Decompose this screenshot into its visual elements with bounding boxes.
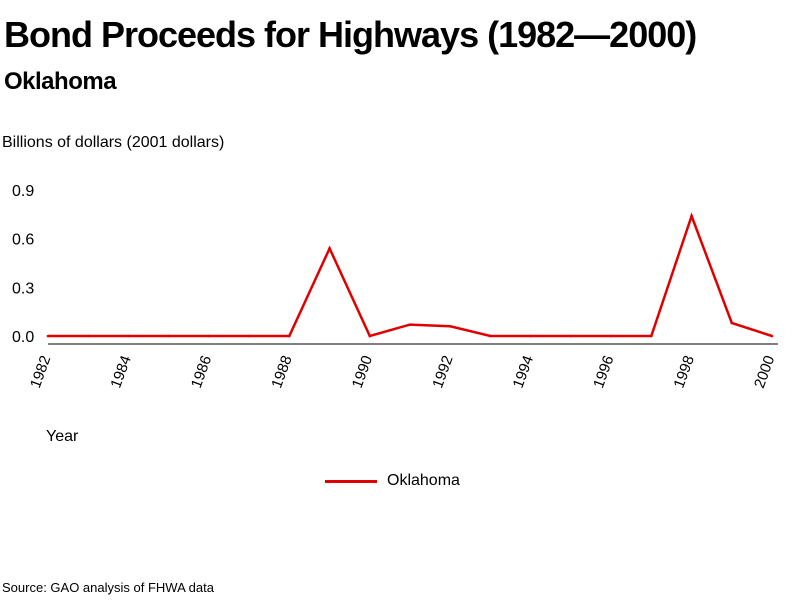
y-tick-label-0-9: 0.9: [12, 183, 34, 200]
x-tick-label-1986: 1986: [188, 353, 215, 390]
x-axis-title: Year: [46, 428, 79, 445]
y-tick-label-0-3: 0.3: [12, 280, 34, 297]
data-point-oklahoma-1985: [167, 334, 170, 338]
chart-subtitle: Oklahoma: [4, 68, 117, 95]
data-point-oklahoma-1999: [730, 321, 734, 325]
x-tick-label-1982: 1982: [27, 353, 54, 390]
data-point-oklahoma-1984: [127, 334, 130, 338]
series-line-oklahoma: [48, 212, 773, 338]
legend-swatch-oklahoma: [325, 479, 377, 483]
data-point-oklahoma-1990: [368, 334, 372, 338]
data-point-oklahoma-1994: [529, 334, 532, 338]
x-tick-label-1992: 1992: [429, 353, 456, 390]
x-tick-label-1994: 1994: [510, 353, 537, 390]
x-tick-label-1984: 1984: [107, 353, 134, 390]
x-tick-label-1996: 1996: [590, 353, 617, 390]
legend-label-oklahoma: Oklahoma: [387, 472, 460, 489]
data-point-oklahoma-1998: [690, 214, 693, 218]
data-point-oklahoma-2000: [770, 334, 774, 338]
legend: Oklahoma: [325, 472, 460, 490]
x-tick-label-2000: 2000: [751, 353, 778, 390]
y-tick-label-0-0: 0.0: [12, 329, 34, 346]
data-point-oklahoma-1995: [569, 334, 573, 338]
y-axis-title: Billions of dollars (2001 dollars): [2, 134, 225, 151]
x-tick-label-1998: 1998: [671, 353, 698, 390]
data-point-oklahoma-1996: [609, 334, 613, 338]
x-tick-label-1988: 1988: [268, 353, 295, 390]
data-point-oklahoma-1989: [328, 247, 331, 250]
data-point-oklahoma-1986: [207, 334, 211, 338]
chart-title: Bond Proceeds for Highways (1982—2000): [4, 14, 697, 55]
data-point-oklahoma-1993: [489, 334, 492, 338]
data-point-oklahoma-1997: [650, 334, 653, 338]
data-point-oklahoma-1982: [46, 334, 50, 338]
x-tick-label-1990: 1990: [349, 353, 376, 390]
data-point-oklahoma-1987: [247, 334, 251, 338]
data-point-oklahoma-1992: [448, 324, 452, 328]
data-point-oklahoma-1983: [86, 334, 90, 338]
data-point-oklahoma-1988: [288, 334, 291, 338]
source-note: Source: GAO analysis of FHWA data: [2, 580, 214, 595]
y-tick-label-0-6: 0.6: [12, 232, 34, 249]
data-point-oklahoma-1991: [408, 323, 412, 326]
